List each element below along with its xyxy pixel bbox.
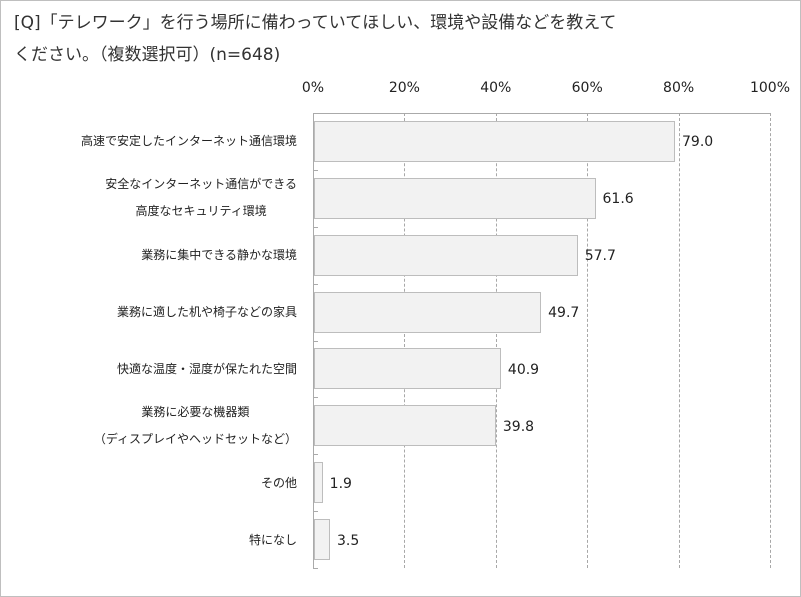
x-tick-label: 0% [301,80,325,96]
category-label: 特になし [249,527,297,553]
y-axis-tick [313,397,318,399]
category-label: 業務に集中できる静かな環境 [141,242,297,268]
y-axis-tick [313,511,318,513]
bar-value-label: 57.7 [584,248,616,265]
category-label: 高速で安定したインターネット通信環境 [81,128,297,154]
category-label: その他 [261,470,297,496]
category-label-line: 高速で安定したインターネット通信環境 [80,134,297,149]
gridline [678,113,680,568]
y-axis-tick [313,568,318,569]
x-tick-label: 60% [571,80,603,96]
y-axis-tick [313,340,318,342]
category-label: 快適な温度・湿度が保たれた空間 [117,356,297,382]
bar-value-label: 3.5 [336,532,360,549]
bar [314,234,578,276]
category-label-line: 業務に適した机や椅子などの家具 [116,305,297,320]
bar-value-label: 49.7 [548,305,580,322]
gridline [495,113,497,568]
bar-value-label: 40.9 [507,361,540,378]
chart-title-line-1: [Q]「テレワーク」を行う場所に備わっていてほしい、環境や設備などを教えて [14,13,617,33]
x-tick-label: 100% [749,80,791,96]
gridline [770,113,771,568]
y-axis-tick [313,169,318,171]
gridline [404,113,406,568]
category-label-line: （ディスプレイやヘッドセットなど） [93,431,297,446]
category-label-line: 業務に必要な機器類 [141,404,250,419]
plot-top-border [313,113,770,114]
bar [314,177,596,219]
category-label: 業務に適した机や椅子などの家具 [117,299,297,325]
category-label: 安全なインターネット通信ができる 高度なセキュリティ環境 [105,171,297,225]
category-label-line: 快適な温度・湿度が保たれた空間 [116,361,297,376]
y-axis-tick [313,226,318,228]
bar [314,120,676,162]
bar [314,405,496,447]
bar [314,519,330,561]
bar [314,348,501,390]
plot-area: 79.0 61.6 57.7 49.7 40.9 39.8 1.9 3.5 [313,113,771,569]
bar [314,291,542,333]
gridline [587,113,589,568]
bar-value-label: 61.6 [602,191,634,208]
chart-title: [Q]「テレワーク」を行う場所に備わっていてほしい、環境や設備などを教えて くだ… [14,7,794,71]
y-axis-tick [313,454,318,456]
y-axis-tick [313,113,318,114]
category-label-line: 高度なセキュリティ環境 [135,204,267,219]
category-label: 業務に必要な機器類 （ディスプレイやヘッドセットなど） [94,399,297,453]
category-label-line: 安全なインターネット通信ができる [105,177,297,192]
x-tick-label: 40% [480,80,512,96]
bar-value-label: 1.9 [329,475,352,492]
bar-value-label: 79.0 [682,134,714,151]
x-tick-label: 80% [663,80,695,96]
category-label-line: 業務に集中できる静かな環境 [141,248,297,263]
x-tick-label: 20% [388,80,420,96]
y-axis-tick [313,283,318,285]
category-label-line: その他 [260,475,297,490]
category-label-line: 特になし [248,532,297,547]
chart-title-line-2: ください。（複数選択可）(n=648) [14,45,281,65]
bar [314,462,323,504]
bar-value-label: 39.8 [502,418,535,435]
